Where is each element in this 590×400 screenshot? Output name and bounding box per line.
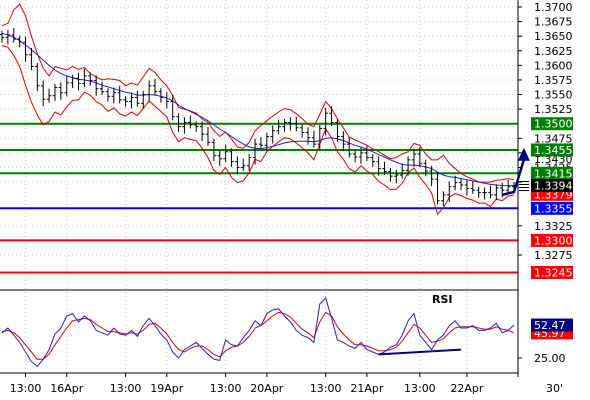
price-tick-label: 1.3275 [534,249,573,262]
timeframe-label: 30' [546,382,563,395]
rsi-trendline [378,348,462,356]
level-badge-1.3415-bg [531,166,573,180]
time-tick-label: 16Apr [50,382,84,395]
level-badge-1.3245-bg [531,265,573,279]
upper-band-line [1,3,515,183]
rsi-title: RSI [432,293,453,306]
level-badge-1.3500: 1.3500 [534,118,573,131]
level-badge-1.3455-bg [531,143,573,157]
horizontal-levels [0,122,518,274]
lower-band-line [1,45,515,216]
projection-arrow [501,147,530,197]
level-badge-1.3415: 1.3415 [534,167,573,180]
price-tick-label: 1.3675 [534,16,573,29]
price-tick-label: 1.3325 [534,220,573,233]
time-tick-label: 13:00 [110,382,142,395]
price-tick-label: 1.3600 [534,59,573,72]
price-bars [0,28,517,206]
level-badge-1.3500-bg [531,117,573,131]
moving-average-line [1,32,514,187]
price-tick-label: 1.3575 [534,74,573,87]
grid [0,0,518,370]
rsi-tick-label: 25.00 [534,352,566,365]
price-tick-label: 1.3550 [534,89,573,102]
rsi-panel: RSI [1,293,515,368]
projection-arrow-head [517,147,530,161]
price-tick-label: 1.3650 [534,30,573,43]
level-badge-1.3300: 1.3300 [534,234,573,247]
time-tick-label: 21Apr [350,382,384,395]
time-tick-label: 13:00 [10,382,42,395]
price-tick-label: 1.3475 [534,132,573,145]
time-axis: 30' 13:00 16Apr 13:00 19Apr 13:00 20Apr 13:00 2… [0,372,563,395]
last-price-badge: 1.3394 [534,180,573,193]
last-price-badge-bg [531,179,573,193]
bollinger-bands [1,3,515,216]
level-badge-1.3245: 1.3245 [534,266,573,279]
price-tick-label: 1.3625 [534,45,573,58]
time-tick-label: 19Apr [150,382,184,395]
time-tick-label: 13:00 [210,382,242,395]
level-badge-1.3355-bg [531,201,573,215]
level-badge-1.3355: 1.3355 [534,202,573,215]
time-tick-label: 13:00 [404,382,436,395]
time-tick-label: 22Apr [450,382,484,395]
level-badge-1.3455: 1.3455 [534,144,573,157]
price-tick-label: 1.3700 [534,1,573,14]
level-badge-1.3300-bg [531,233,573,247]
moving-average [1,32,514,187]
price-tick-label: 1.3525 [534,103,573,116]
rsi-value-badge: 52.47 [534,319,566,332]
rsi-signal-line [1,311,515,360]
time-tick-label: 20Apr [250,382,284,395]
time-tick-label: 13:00 [310,382,342,395]
projection-arrow-shaft [501,159,526,197]
rsi-value-badge-bg [531,318,573,332]
rsi-line [1,297,515,368]
